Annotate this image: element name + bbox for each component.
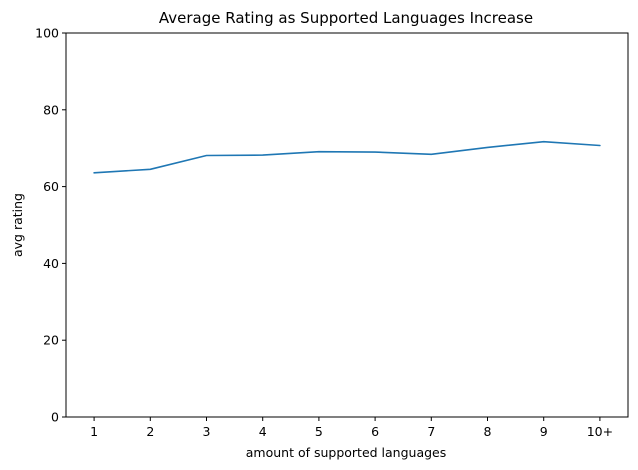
x-tick-label-1: 1 xyxy=(90,424,98,439)
x-tick-label-9: 9 xyxy=(540,424,548,439)
plot-area: 1 2 3 4 5 6 7 8 9 10+ 0 20 40 60 80 100 xyxy=(35,26,629,439)
x-axis-label: amount of supported languages xyxy=(246,445,447,460)
x-tick-label-5: 5 xyxy=(315,424,323,439)
series-line-0 xyxy=(93,140,601,174)
y-tick-label-0: 0 xyxy=(51,410,59,425)
x-tick-label-2: 2 xyxy=(146,424,154,439)
x-tick-label-6: 6 xyxy=(371,424,379,439)
y-tick-label-20: 20 xyxy=(43,333,59,348)
chart-title: Average Rating as Supported Languages In… xyxy=(159,9,533,27)
y-tick-label-100: 100 xyxy=(35,26,59,41)
y-tick-label-60: 60 xyxy=(43,179,59,194)
x-tick-label-3: 3 xyxy=(203,424,211,439)
y-tick-label-80: 80 xyxy=(43,102,59,117)
plot-frame xyxy=(65,32,629,418)
y-axis-label: avg rating xyxy=(10,193,25,257)
x-tick-label-7: 7 xyxy=(427,424,435,439)
x-tick-label-10+: 10+ xyxy=(587,424,613,439)
y-tick-label-40: 40 xyxy=(43,256,59,271)
x-tick-label-4: 4 xyxy=(259,424,267,439)
x-tick-label-8: 8 xyxy=(484,424,492,439)
